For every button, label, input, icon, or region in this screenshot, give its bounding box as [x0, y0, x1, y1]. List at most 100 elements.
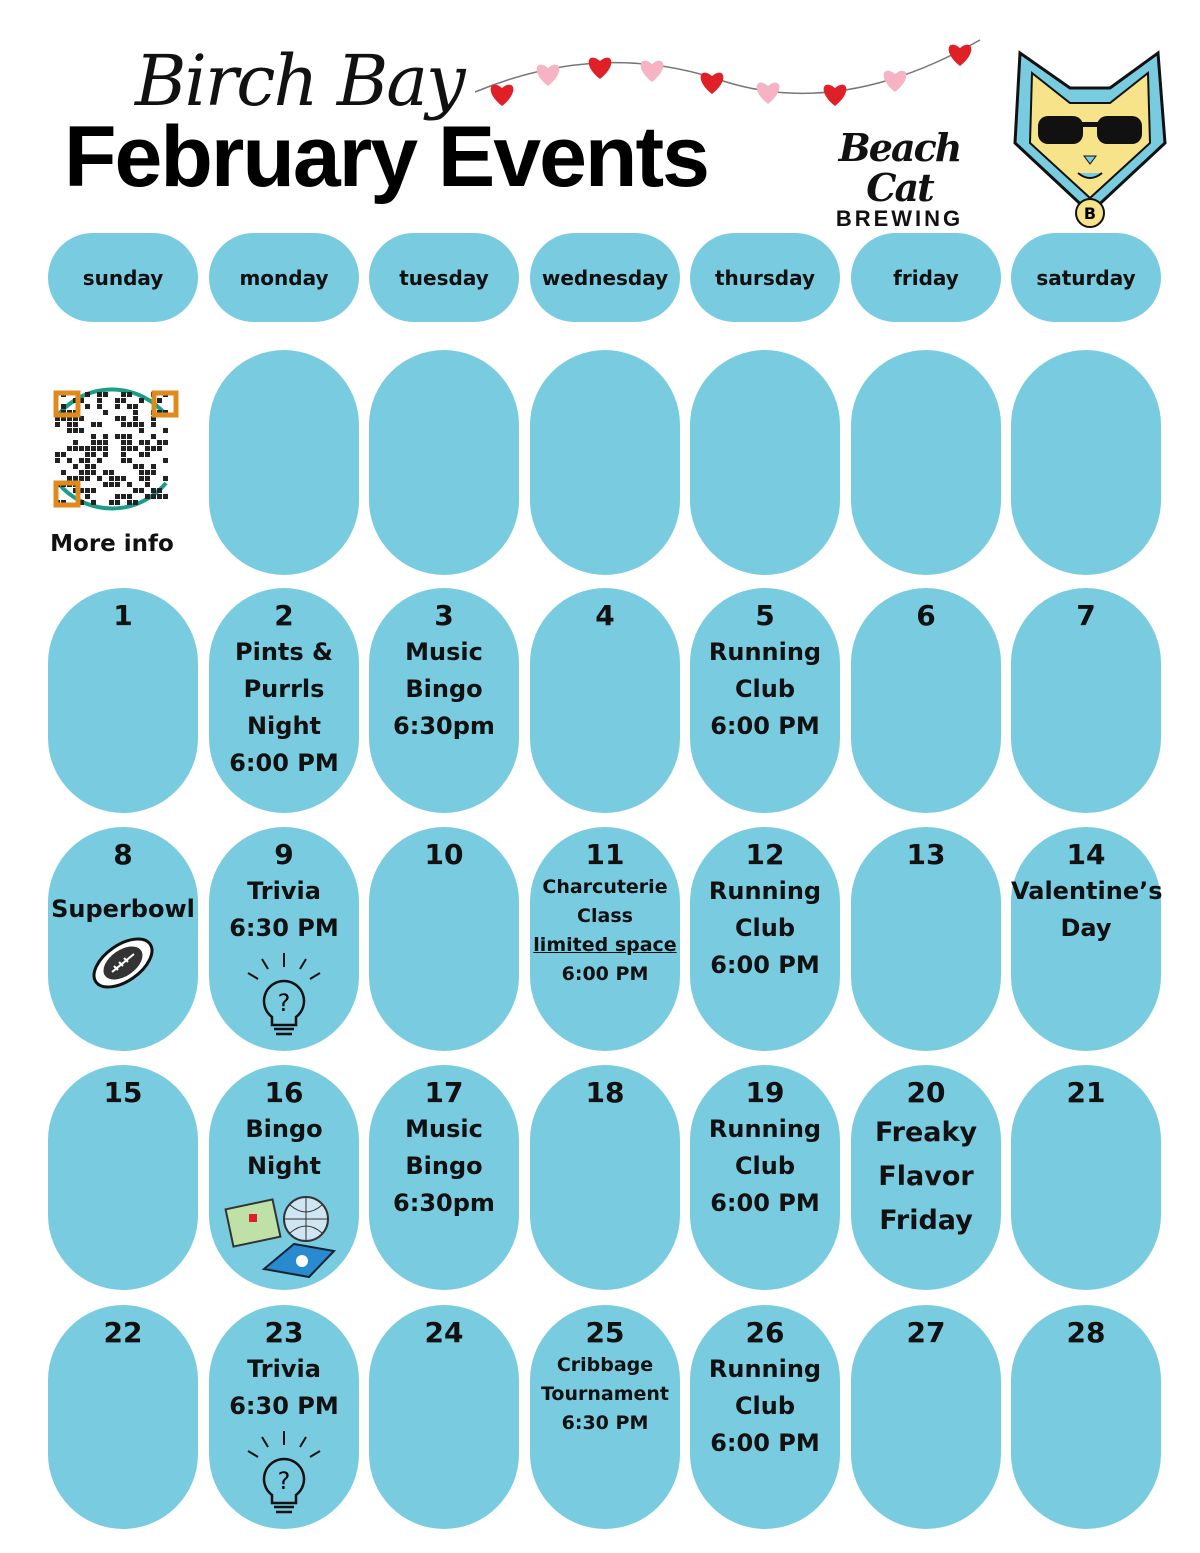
calendar-day-14[interactable]: 14 Valentine’s Day [1011, 827, 1163, 1051]
event-text: 6:30pm [393, 712, 495, 740]
calendar-day-5[interactable]: 5 Running Club 6:00 PM [690, 588, 840, 813]
event-text: Friday [879, 1205, 973, 1236]
event-text: Club [734, 1392, 796, 1420]
calendar-day-9[interactable]: 9 Trivia 6:30 PM? [209, 827, 359, 1051]
calendar-cell-empty [690, 350, 840, 575]
weekday-header-monday: monday [209, 233, 359, 322]
weekday-header-tuesday: tuesday [369, 233, 519, 322]
day-number: 14 [1066, 838, 1106, 871]
event-text: limited space [533, 934, 677, 956]
weekday-header-wednesday: wednesday [530, 233, 680, 322]
bingo-icon [209, 1189, 359, 1283]
calendar-day-11[interactable]: 11 Charcuterie Class limited space 6:00 PM [530, 827, 680, 1051]
lightbulb-question-icon: ? [209, 951, 359, 1045]
calendar-day-27[interactable]: 27 [851, 1305, 1001, 1529]
event-text: Bingo [405, 675, 483, 703]
event-text: Running [708, 1355, 822, 1383]
weekday-header-friday: friday [851, 233, 1001, 322]
heart-icon [756, 82, 780, 104]
calendar-day-28[interactable]: 28 [1011, 1305, 1161, 1529]
calendar-day-3[interactable]: 3 Music Bingo 6:30pm [369, 588, 519, 813]
calendar-day-20[interactable]: 20 Freaky Flavor Friday [851, 1065, 1001, 1290]
calendar-day-1[interactable]: 1 [48, 588, 198, 813]
event-text: 6:00 PM [710, 712, 820, 740]
cat-logo-icon: B [1013, 50, 1167, 228]
event-text: 6:00 PM [710, 951, 820, 979]
weekday-header-thursday: thursday [690, 233, 840, 322]
calendar-day-21[interactable]: 21 [1011, 1065, 1161, 1290]
lightbulb-question-icon: ? [209, 1429, 359, 1523]
event-text: Purrls [243, 675, 325, 703]
event-text: 6:30 PM [229, 914, 339, 942]
event-text: Charcuterie [542, 876, 668, 898]
heart-garland-icon [474, 39, 981, 106]
calendar-day-16[interactable]: 16 Bingo Night [209, 1065, 359, 1290]
qr-code-block[interactable]: More info [38, 375, 186, 557]
day-number: 1 [113, 599, 133, 632]
calendar-day-26[interactable]: 26 Running Club 6:00 PM [690, 1305, 840, 1529]
day-number: 28 [1066, 1316, 1106, 1349]
calendar-day-25[interactable]: 25 Cribbage Tournament 6:30 PM [530, 1305, 680, 1529]
event-text: Music [405, 1115, 483, 1143]
day-number: 15 [103, 1076, 143, 1109]
heart-icon [588, 57, 612, 79]
script-title: Birch Bay [135, 40, 466, 122]
calendar-day-22[interactable]: 22 [48, 1305, 198, 1529]
football-icon [48, 932, 198, 998]
heart-icon [883, 70, 907, 92]
event-text: Cribbage [556, 1354, 654, 1376]
calendar-day-17[interactable]: 17 Music Bingo 6:30pm [369, 1065, 519, 1290]
day-number: 19 [745, 1076, 785, 1109]
calendar-day-18[interactable]: 18 [530, 1065, 680, 1290]
event-text: Trivia [247, 877, 321, 905]
day-number: 24 [424, 1316, 464, 1349]
calendar-cell-empty [530, 350, 680, 575]
calendar-day-15[interactable]: 15 [48, 1065, 198, 1290]
calendar-day-7[interactable]: 7 [1011, 588, 1161, 813]
event-text: Day [1060, 914, 1112, 942]
brand-logo: Beach Cat BREWING [812, 128, 987, 230]
calendar-day-23[interactable]: 23 Trivia 6:30 PM? [209, 1305, 359, 1529]
day-number: 6 [916, 599, 936, 632]
heart-icon [823, 84, 847, 106]
event-text: Class [577, 905, 633, 927]
day-number: 18 [585, 1076, 625, 1109]
calendar-day-6[interactable]: 6 [851, 588, 1001, 813]
event-text: 6:00 PM [229, 749, 339, 777]
event-text: Freaky [874, 1117, 978, 1148]
day-number: 7 [1076, 599, 1096, 632]
calendar-day-4[interactable]: 4 [530, 588, 680, 813]
day-number: 2 [274, 599, 294, 632]
calendar-cell-empty [1011, 350, 1161, 575]
event-text: Club [734, 675, 796, 703]
qr-code-icon[interactable] [38, 375, 186, 523]
event-text: Club [734, 914, 796, 942]
svg-text:B: B [1084, 204, 1096, 223]
day-number: 16 [264, 1076, 304, 1109]
day-number: 27 [906, 1316, 946, 1349]
calendar-day-13[interactable]: 13 [851, 827, 1001, 1051]
qr-label: More info [50, 531, 174, 557]
event-text: 6:30 PM [561, 1412, 649, 1434]
calendar-day-24[interactable]: 24 [369, 1305, 519, 1529]
calendar-day-12[interactable]: 12 Running Club 6:00 PM [690, 827, 840, 1051]
day-number: 12 [745, 838, 785, 871]
day-number: 11 [585, 838, 625, 871]
event-text: Running [708, 1115, 822, 1143]
calendar-cell-empty [209, 350, 359, 575]
calendar-day-19[interactable]: 19 Running Club 6:00 PM [690, 1065, 840, 1290]
day-number: 13 [906, 838, 946, 871]
event-text: Running [708, 638, 822, 666]
calendar-day-8[interactable]: 8 Superbowl [48, 827, 198, 1051]
event-text: 6:00 PM [561, 963, 649, 985]
calendar-day-10[interactable]: 10 [369, 827, 519, 1051]
calendar-day-2[interactable]: 2 Pints & Purrls Night 6:00 PM [209, 588, 359, 813]
day-number: 9 [274, 838, 294, 871]
svg-text:?: ? [278, 989, 291, 1017]
event-text: Bingo [245, 1115, 323, 1143]
day-number: 23 [264, 1316, 304, 1349]
event-text: Night [246, 712, 322, 740]
svg-text:?: ? [278, 1467, 291, 1495]
event-text: Night [246, 1152, 322, 1180]
weekday-header-saturday: saturday [1011, 233, 1161, 322]
